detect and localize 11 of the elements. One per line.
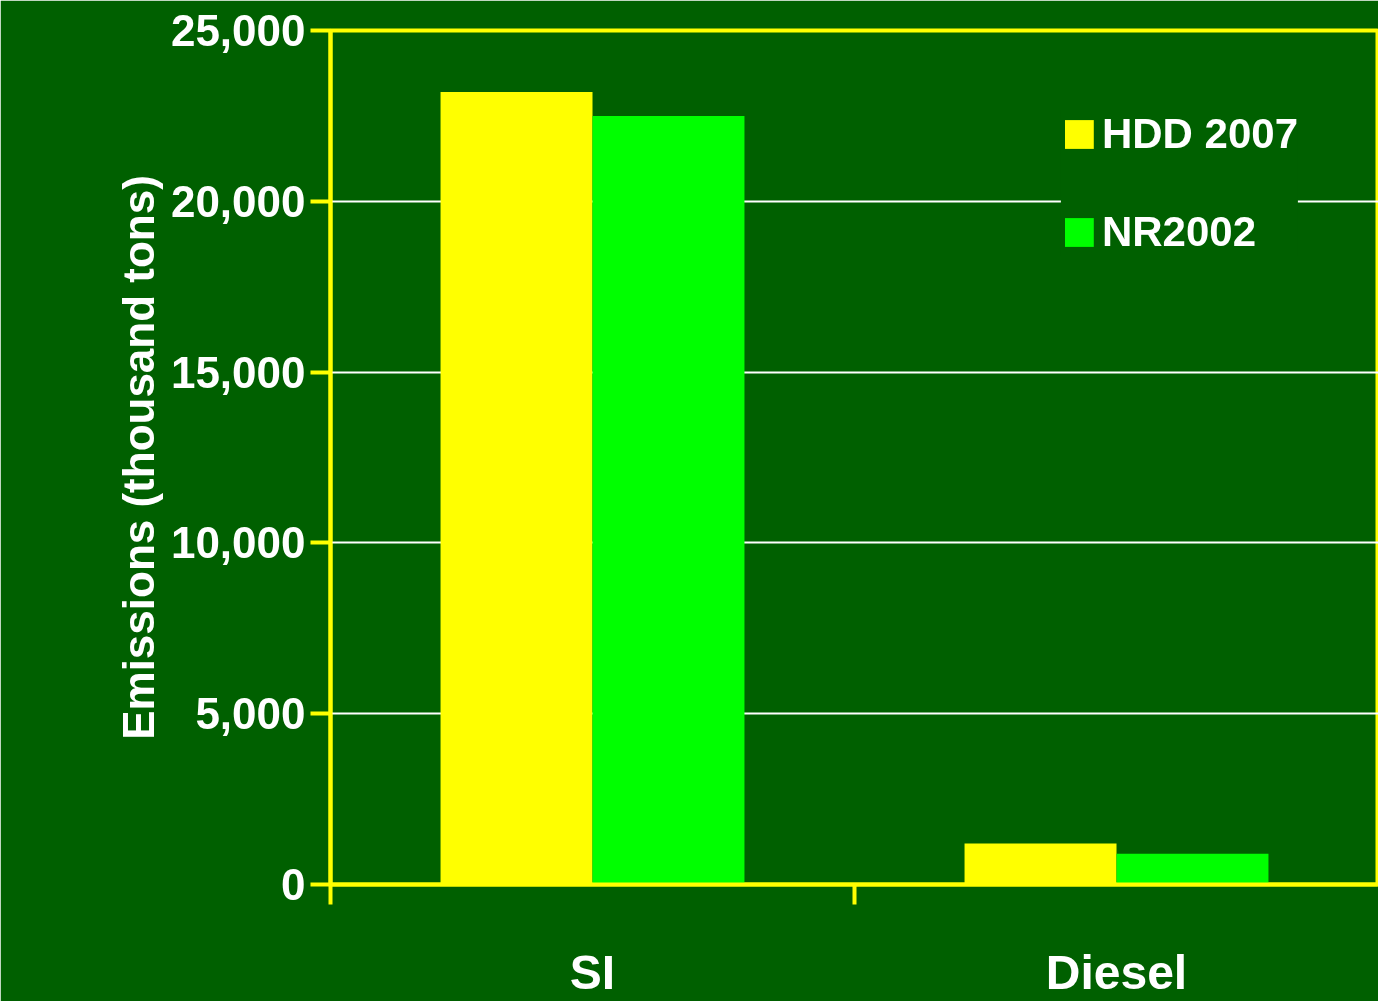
legend-label: NR2002 (1101, 208, 1256, 256)
x-tick-label: SI (569, 945, 616, 999)
y-tick-label: 0 (281, 860, 306, 909)
x-tick-label: Diesel (1045, 945, 1188, 999)
y-tick-label: 25,000 (170, 6, 306, 55)
y-tick-label: 10,000 (170, 518, 306, 568)
y-axis-title: Emissions (thousand tons) (113, 175, 163, 740)
y-tick-label: 5,000 (195, 689, 306, 739)
y-tick-label: 20,000 (170, 176, 306, 226)
y-tick-label: 15,000 (170, 347, 306, 397)
legend-label: HDD 2007 (1101, 110, 1298, 158)
